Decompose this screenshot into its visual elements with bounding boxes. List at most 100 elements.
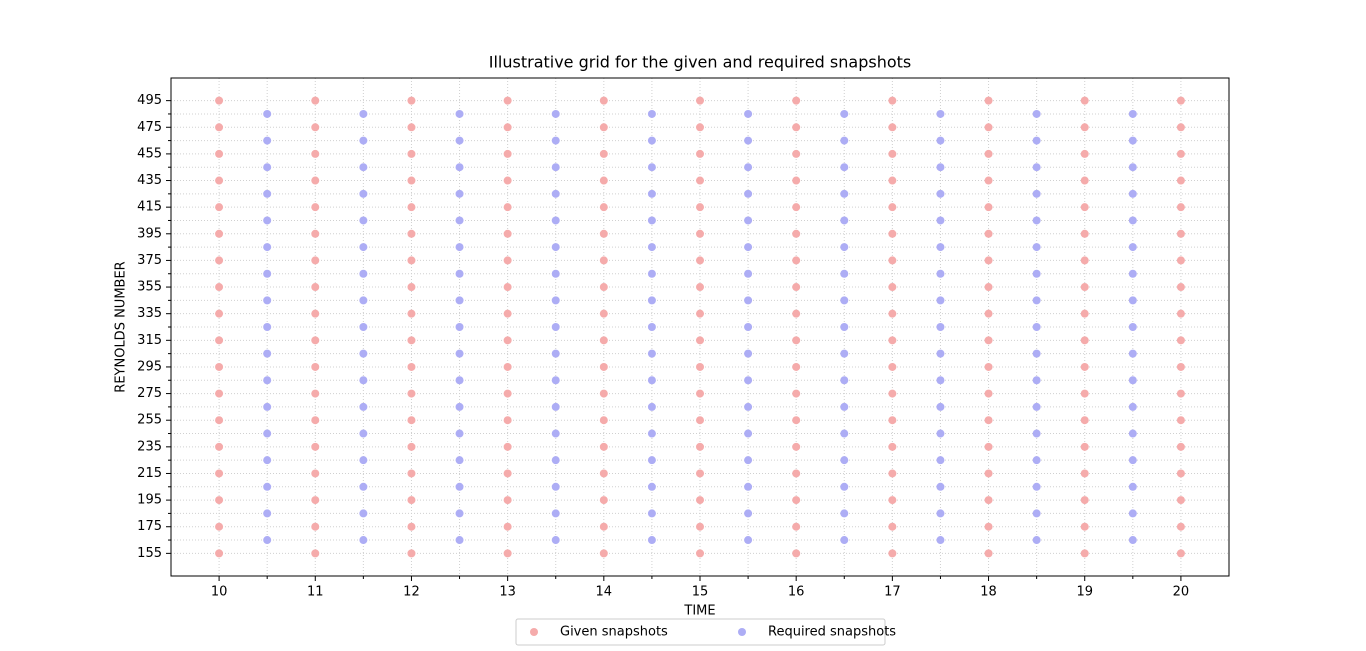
x-tick-label: 13 <box>499 585 516 600</box>
data-point <box>1176 309 1185 318</box>
data-point <box>888 176 897 185</box>
data-point <box>263 456 272 465</box>
data-point <box>551 509 560 518</box>
data-point <box>359 456 368 465</box>
data-point <box>696 549 704 558</box>
data-point <box>840 109 849 118</box>
data-point <box>551 429 560 438</box>
data-point <box>696 389 704 398</box>
data-point <box>647 482 656 491</box>
data-point <box>840 482 849 491</box>
data-point <box>599 496 608 505</box>
data-point <box>1176 283 1185 292</box>
data-point <box>696 522 704 531</box>
data-point <box>647 509 656 518</box>
data-point <box>984 309 993 318</box>
data-point <box>984 203 993 212</box>
data-point <box>551 243 560 252</box>
data-point <box>455 216 464 225</box>
data-point <box>1032 349 1041 358</box>
data-point <box>1128 269 1137 278</box>
data-point <box>455 243 464 252</box>
data-point <box>936 349 945 358</box>
data-point <box>455 349 464 358</box>
data-point <box>311 309 320 318</box>
data-point <box>888 149 897 158</box>
data-point <box>215 229 224 238</box>
data-point <box>984 469 993 478</box>
data-point <box>1032 536 1041 545</box>
data-point <box>503 96 512 105</box>
data-point <box>840 429 849 438</box>
data-point <box>263 509 272 518</box>
data-point <box>984 362 993 371</box>
data-point <box>551 163 560 172</box>
data-point <box>1032 269 1041 278</box>
data-point <box>215 176 224 185</box>
data-point <box>455 509 464 518</box>
data-point <box>744 429 753 438</box>
data-point <box>888 362 897 371</box>
data-point <box>215 336 224 345</box>
data-point <box>1032 376 1041 385</box>
data-point <box>1128 402 1137 411</box>
data-point <box>936 163 945 172</box>
data-point <box>1176 203 1185 212</box>
data-point <box>503 549 512 558</box>
data-point <box>503 362 512 371</box>
data-point <box>696 256 704 265</box>
data-point <box>1032 456 1041 465</box>
data-point <box>792 389 801 398</box>
data-point <box>1176 389 1185 398</box>
data-point <box>647 163 656 172</box>
data-point <box>1080 283 1089 292</box>
data-point <box>1032 109 1041 118</box>
data-point <box>647 243 656 252</box>
data-point <box>840 296 849 305</box>
data-point <box>840 456 849 465</box>
data-point <box>792 149 801 158</box>
data-point <box>1176 469 1185 478</box>
data-point <box>311 256 320 265</box>
y-tick-label: 335 <box>137 306 162 321</box>
data-point <box>407 362 416 371</box>
data-point <box>1032 509 1041 518</box>
data-point <box>503 496 512 505</box>
data-point <box>551 109 560 118</box>
data-point <box>455 456 464 465</box>
data-point <box>455 482 464 491</box>
data-point <box>984 96 993 105</box>
data-point <box>696 309 704 318</box>
data-point <box>503 256 512 265</box>
data-point <box>311 496 320 505</box>
data-point <box>936 509 945 518</box>
data-point <box>792 309 801 318</box>
data-point <box>215 496 224 505</box>
data-point <box>359 136 368 145</box>
data-point <box>1032 323 1041 331</box>
data-point <box>744 349 753 358</box>
data-point <box>1128 536 1137 545</box>
data-point <box>888 389 897 398</box>
data-point <box>647 349 656 358</box>
data-point <box>407 283 416 292</box>
data-point <box>551 216 560 225</box>
data-point <box>792 496 801 505</box>
data-point <box>215 203 224 212</box>
data-point <box>647 216 656 225</box>
data-point <box>359 216 368 225</box>
data-point <box>1032 296 1041 305</box>
data-point <box>1128 509 1137 518</box>
data-point <box>840 243 849 252</box>
data-point <box>455 189 464 198</box>
data-point <box>984 149 993 158</box>
data-point <box>1032 429 1041 438</box>
data-point <box>744 509 753 518</box>
data-point <box>888 203 897 212</box>
y-tick-label: 395 <box>137 226 162 241</box>
data-point <box>1128 296 1137 305</box>
data-point <box>311 469 320 478</box>
data-point <box>1080 442 1089 451</box>
x-tick-label: 20 <box>1173 585 1190 600</box>
